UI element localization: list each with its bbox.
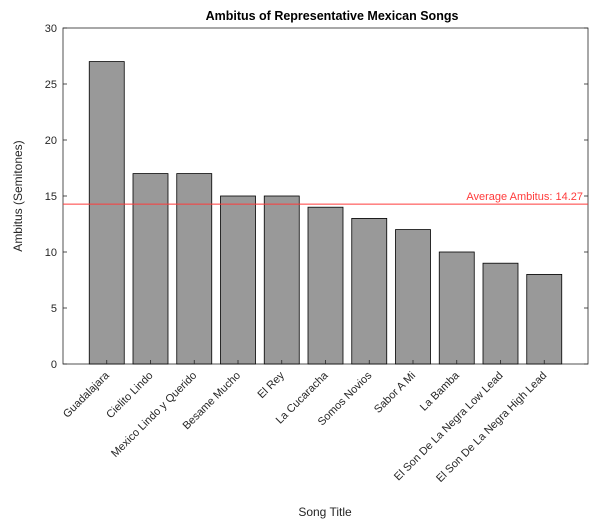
x-tick-label: Mexico Lindo y Querido (109, 370, 199, 460)
y-axis-label: Ambitus (Semitones) (11, 140, 25, 251)
x-tick-label: La Bamba (418, 369, 463, 414)
bar (396, 230, 431, 364)
x-tick-label: Sabor A Mi (372, 370, 418, 416)
y-tick-label: 30 (45, 23, 57, 35)
y-tick-label: 5 (51, 303, 57, 315)
average-label: Average Ambitus: 14.27 (466, 191, 583, 203)
x-tick-label: El Rey (255, 369, 287, 401)
y-tick-label: 20 (45, 135, 57, 147)
bar (89, 62, 124, 364)
bar (177, 174, 212, 364)
bar (133, 174, 168, 364)
bar (483, 263, 518, 364)
bars (89, 62, 562, 364)
bar (352, 218, 387, 364)
bar (439, 252, 474, 364)
chart-title: Ambitus of Representative Mexican Songs (206, 9, 459, 23)
bar (308, 207, 343, 364)
y-tick-label: 0 (51, 359, 57, 371)
y-tick-label: 15 (45, 191, 57, 203)
y-tick-label: 10 (45, 247, 57, 259)
bar (527, 274, 562, 364)
bar (264, 196, 299, 364)
x-axis-label: Song Title (298, 505, 352, 519)
bar (221, 196, 256, 364)
y-tick-label: 25 (45, 79, 57, 91)
